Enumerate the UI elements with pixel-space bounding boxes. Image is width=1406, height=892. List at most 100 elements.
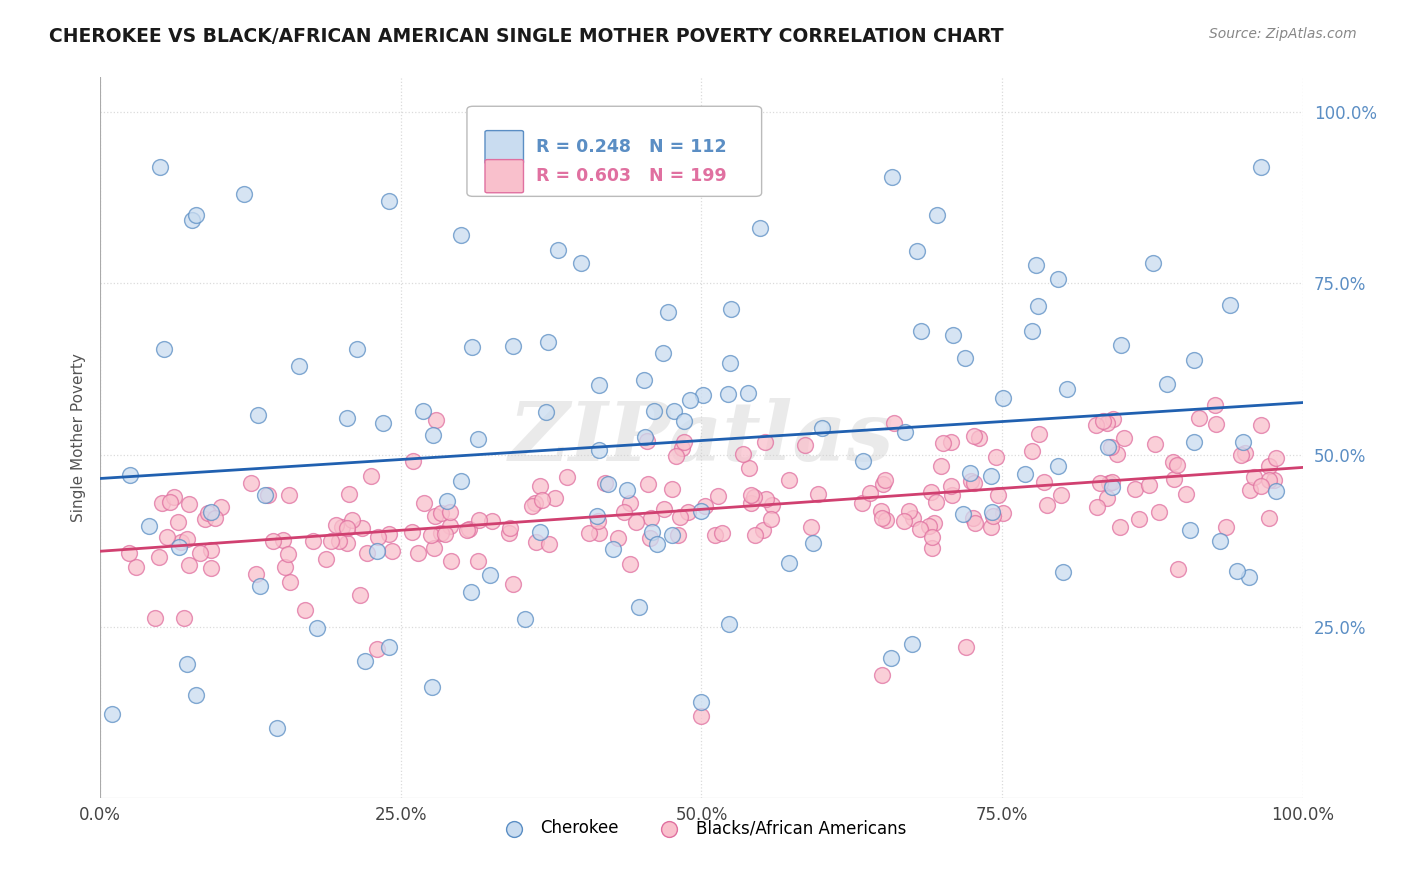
Point: [870, 667, 893, 681]
Point: [294, 603, 316, 617]
Point: [360, 469, 382, 483]
Point: [800, 520, 823, 534]
Point: [598, 477, 620, 491]
Point: [910, 324, 932, 338]
Point: [537, 334, 560, 349]
Point: [1265, 484, 1288, 499]
Point: [1028, 426, 1050, 441]
Point: [759, 512, 782, 526]
Point: [307, 621, 329, 635]
Point: [569, 256, 592, 270]
Point: [150, 496, 173, 510]
Point: [578, 526, 600, 541]
Point: [922, 516, 945, 530]
Point: [352, 521, 374, 535]
Point: [693, 499, 716, 513]
Point: [520, 499, 543, 513]
Point: [402, 453, 425, 467]
Point: [200, 542, 222, 557]
Point: [1250, 478, 1272, 492]
Point: [366, 543, 388, 558]
Point: [952, 507, 974, 521]
Point: [371, 417, 394, 431]
Point: [893, 515, 915, 529]
Point: [143, 611, 166, 625]
Point: [1239, 569, 1261, 583]
Point: [1234, 446, 1257, 460]
Point: [1097, 417, 1119, 431]
Point: [328, 534, 350, 549]
Point: [1205, 417, 1227, 432]
Point: [420, 680, 443, 694]
Point: [381, 544, 404, 558]
Point: [513, 612, 536, 626]
Point: [1230, 448, 1253, 462]
Point: [378, 194, 401, 208]
Point: [692, 388, 714, 402]
Point: [159, 495, 181, 509]
Point: [1101, 475, 1123, 489]
Point: [1025, 258, 1047, 272]
Point: [671, 441, 693, 455]
Point: [120, 467, 142, 482]
Point: [401, 525, 423, 540]
Point: [271, 533, 294, 547]
Point: [748, 220, 770, 235]
Point: [920, 485, 942, 500]
Point: [641, 525, 664, 540]
Point: [1097, 440, 1119, 454]
Point: [717, 386, 740, 401]
Point: [1021, 324, 1043, 338]
Point: [278, 575, 301, 590]
Point: [1052, 565, 1074, 579]
Point: [246, 408, 269, 422]
Point: [460, 340, 482, 354]
Point: [761, 498, 783, 512]
Point: [778, 473, 800, 487]
Point: [1156, 377, 1178, 392]
Point: [413, 496, 436, 510]
Point: [457, 522, 479, 536]
Point: [1021, 443, 1043, 458]
Point: [690, 695, 713, 709]
Point: [851, 495, 873, 509]
Point: [893, 425, 915, 439]
Point: [905, 244, 928, 258]
Point: [430, 526, 453, 541]
Point: [1090, 476, 1112, 491]
Point: [186, 208, 208, 222]
Point: [1204, 398, 1226, 412]
Point: [479, 568, 502, 582]
Point: [1163, 472, 1185, 486]
Point: [636, 434, 658, 449]
Point: [204, 511, 226, 525]
Point: [927, 208, 949, 222]
Point: [467, 432, 489, 446]
Point: [616, 483, 638, 498]
Point: [335, 410, 357, 425]
Point: [1112, 431, 1135, 445]
Point: [450, 228, 472, 243]
Point: [652, 501, 675, 516]
Point: [502, 577, 524, 591]
Point: [1182, 352, 1205, 367]
Point: [156, 530, 179, 544]
Point: [754, 492, 776, 507]
Point: [330, 520, 353, 534]
Point: [337, 487, 360, 501]
Point: [1036, 498, 1059, 512]
Point: [669, 509, 692, 524]
Point: [450, 474, 472, 488]
Point: [738, 461, 761, 475]
Point: [233, 187, 256, 202]
Point: [880, 651, 903, 665]
Point: [200, 505, 222, 519]
Point: [980, 520, 1002, 534]
Point: [253, 488, 276, 502]
Point: [638, 531, 661, 545]
Point: [1091, 414, 1114, 428]
Point: [751, 523, 773, 537]
Point: [1033, 475, 1056, 489]
Point: [993, 506, 1015, 520]
Point: [538, 537, 561, 551]
